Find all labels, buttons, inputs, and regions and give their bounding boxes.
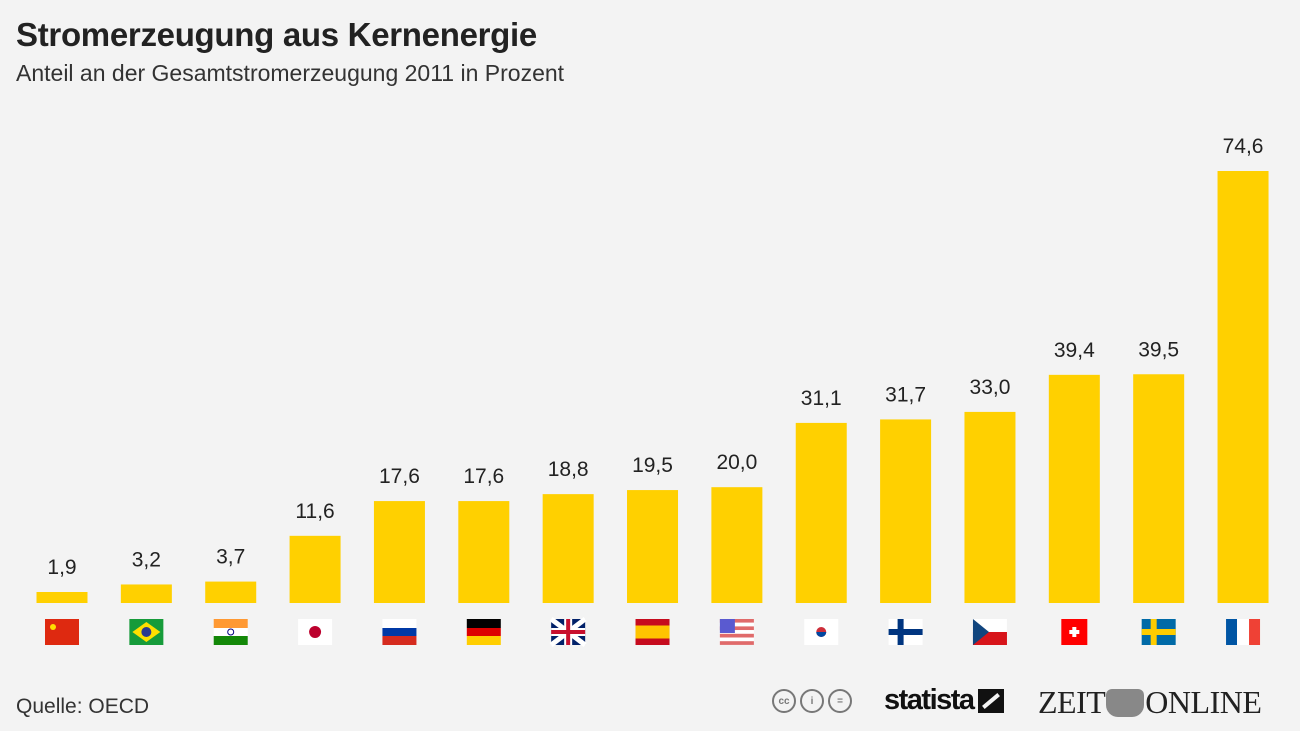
us-flag-icon xyxy=(719,619,754,645)
data-label: 1,9 xyxy=(47,556,76,579)
bar-chart: 1,9 3,2 3,7 11,6 17,6 17,6 18,8 19,5 20,0 31,1 31,… xyxy=(36,135,1269,647)
statista-mark-icon xyxy=(977,688,1004,713)
bar xyxy=(205,581,257,603)
data-label: 3,7 xyxy=(216,546,245,569)
bar xyxy=(627,490,679,603)
data-label: 74,6 xyxy=(1223,135,1264,158)
fi-flag-icon xyxy=(888,619,923,645)
cz-flag-icon xyxy=(972,619,1007,645)
bar xyxy=(711,487,763,603)
statista-logo[interactable]: statista xyxy=(884,684,1004,717)
data-label: 20,0 xyxy=(716,451,757,474)
gb-flag-icon xyxy=(549,617,587,647)
data-label: 17,6 xyxy=(379,465,420,488)
zeit-online-logo[interactable]: ZEIT ONLINE xyxy=(1038,684,1262,721)
bar xyxy=(1048,374,1100,603)
cc-icon: cc xyxy=(772,689,796,713)
bar xyxy=(1217,171,1269,603)
jp-flag-icon xyxy=(298,619,333,645)
data-label: 11,6 xyxy=(295,500,334,523)
chart-subtitle: Anteil an der Gesamtstromerzeugung 2011 … xyxy=(16,60,565,86)
kr-flag-icon xyxy=(804,619,839,645)
creative-commons-icons: cc i = xyxy=(772,689,852,713)
data-label: 39,4 xyxy=(1054,339,1095,362)
data-label: 31,1 xyxy=(801,387,842,410)
fr-flag-icon xyxy=(1226,619,1261,645)
data-label: 39,5 xyxy=(1138,338,1179,361)
source-note: Quelle: OECD xyxy=(16,695,150,718)
bar xyxy=(1133,374,1185,603)
bar xyxy=(373,501,425,603)
data-label: 19,5 xyxy=(632,454,673,477)
statista-text: statista xyxy=(884,684,975,716)
bar xyxy=(289,535,341,603)
zeit-text: ZEIT xyxy=(1038,684,1106,720)
de-flag-icon xyxy=(466,619,501,645)
data-label: 33,0 xyxy=(970,376,1011,399)
chart-title: Stromerzeugung aus Kernenergie xyxy=(16,16,537,53)
cn-flag-icon xyxy=(45,619,79,645)
bar xyxy=(880,419,932,603)
in-flag-icon xyxy=(213,619,248,645)
bar xyxy=(120,584,172,603)
data-label: 17,6 xyxy=(463,465,504,488)
data-label: 18,8 xyxy=(548,458,589,481)
se-flag-icon xyxy=(1141,619,1176,645)
bar xyxy=(795,422,847,603)
bar xyxy=(458,501,510,603)
data-label: 3,2 xyxy=(132,548,161,571)
by-icon: i xyxy=(800,689,824,713)
es-flag-icon xyxy=(635,619,670,645)
crest-icon xyxy=(1106,688,1145,717)
bar xyxy=(542,494,594,603)
bar xyxy=(36,591,88,603)
bar xyxy=(964,411,1016,603)
nd-icon: = xyxy=(828,689,852,713)
ru-flag-icon xyxy=(382,619,417,645)
ch-flag-icon xyxy=(1061,619,1088,645)
data-label: 31,7 xyxy=(885,383,926,406)
br-flag-icon xyxy=(129,619,164,645)
online-text: ONLINE xyxy=(1145,684,1262,720)
